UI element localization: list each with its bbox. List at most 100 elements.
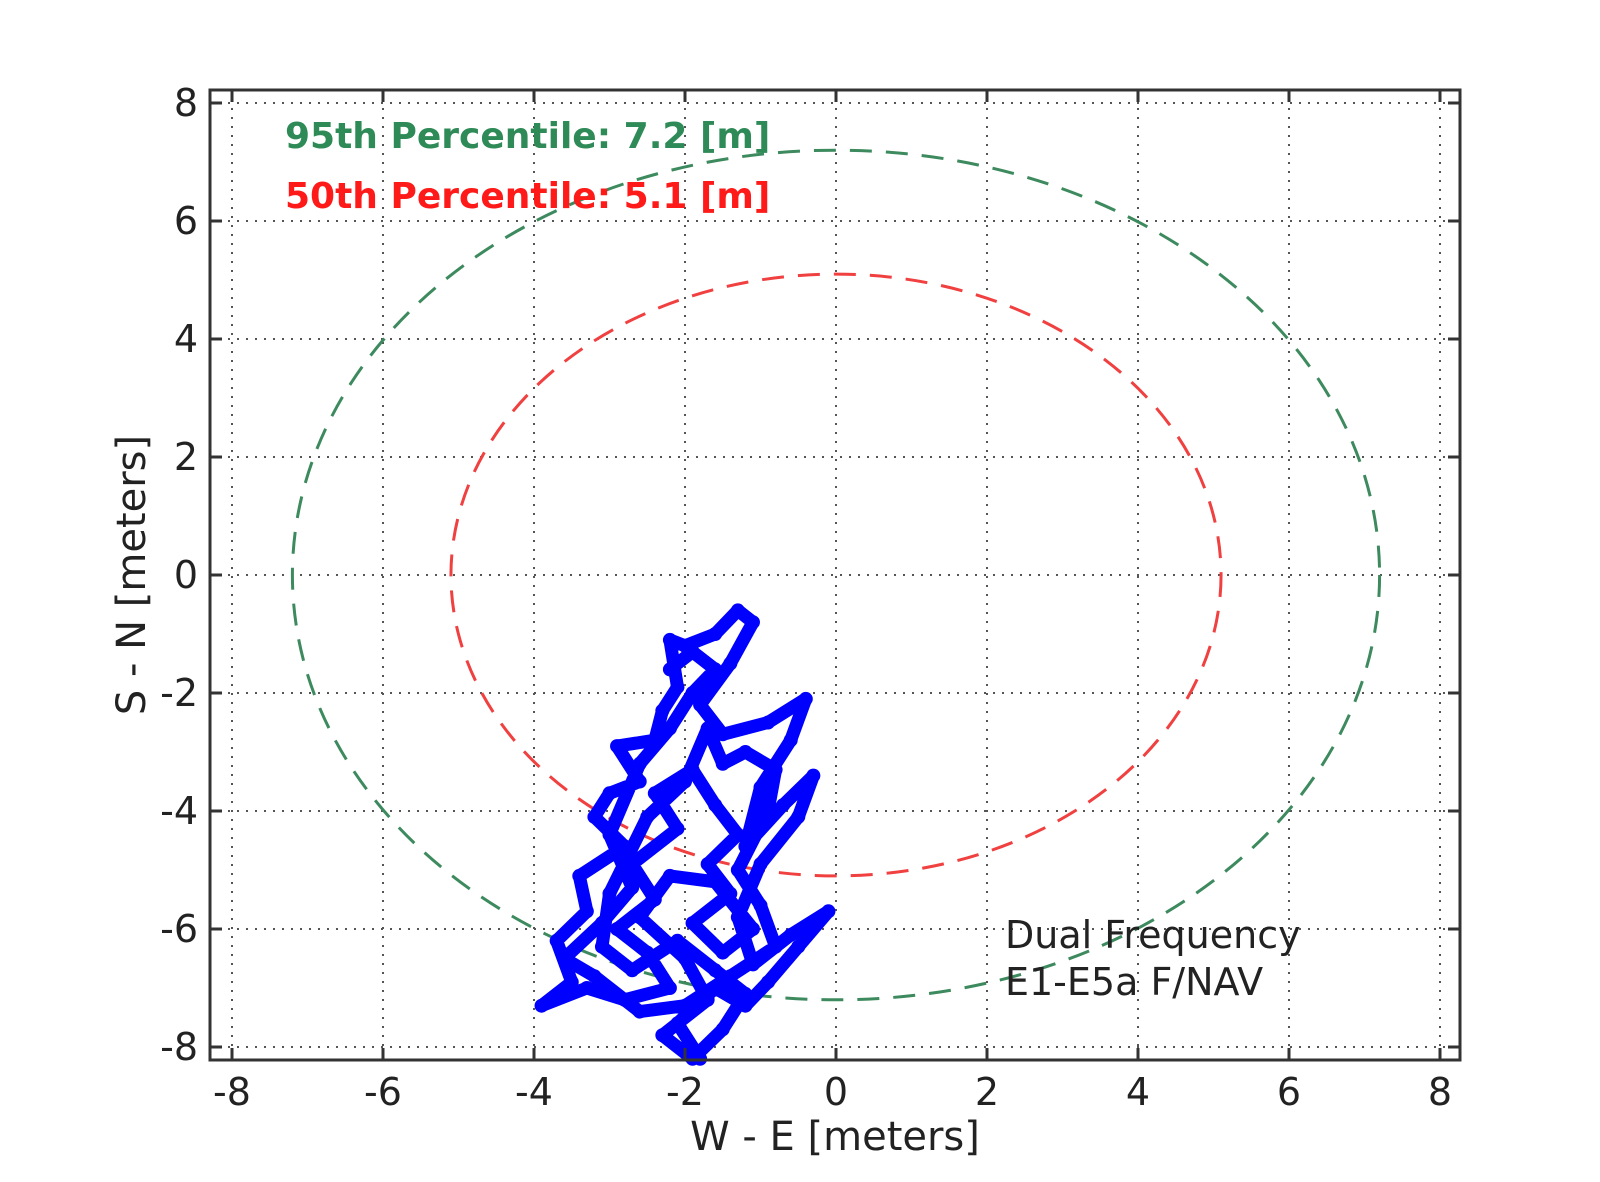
y-tick-label: 6 [174, 199, 198, 243]
trace-point [745, 615, 760, 630]
trace-point [791, 809, 806, 824]
trace-point [572, 868, 587, 883]
trace-point [670, 933, 685, 948]
trace-point [662, 981, 677, 995]
trace-point [647, 892, 662, 907]
x-tick-label: 6 [1277, 1070, 1301, 1114]
legend-line-1: Dual Frequency [1005, 913, 1301, 957]
trace-point [647, 733, 662, 748]
trace-point [761, 715, 776, 730]
trace-point [579, 981, 594, 995]
trace-point [557, 951, 572, 966]
trace-point [738, 745, 753, 759]
trace-point [723, 969, 738, 984]
trace-point [730, 827, 745, 842]
y-tick-label: -6 [160, 907, 198, 951]
x-axis-label: W - E [meters] [690, 1114, 980, 1160]
axis-ticks [210, 90, 1460, 1060]
x-tick-label: 2 [975, 1070, 999, 1114]
trace-point [647, 786, 662, 801]
trace-point [738, 986, 753, 1001]
trace-point [610, 922, 625, 936]
trace-point [753, 898, 768, 913]
trace-point [625, 880, 640, 895]
trace-point [761, 804, 776, 818]
trace-point [678, 998, 692, 1013]
annotation-95th: 95th Percentile: 7.2 [m] [285, 116, 770, 157]
trace-point [753, 780, 768, 795]
grid-lines [210, 90, 1460, 1060]
y-tick-label: 8 [174, 81, 198, 125]
trace-point [534, 998, 549, 1013]
trace-point [738, 998, 753, 1013]
trace-point [662, 632, 677, 647]
trace-point [783, 927, 798, 942]
trace-point [670, 680, 685, 695]
y-tick-labels: -8 -6 -4 -2 0 2 4 6 8 [160, 81, 198, 1069]
trace-point [708, 627, 723, 641]
trace-point [579, 904, 594, 919]
trace-point [670, 821, 685, 836]
trace-point [678, 951, 692, 966]
trace-point [723, 886, 738, 901]
trace-point [693, 697, 708, 712]
trace-point [602, 827, 617, 842]
x-tick-label: 4 [1126, 1070, 1150, 1114]
trace-point [655, 1028, 670, 1043]
trace-point [768, 762, 783, 777]
trace-point [730, 863, 745, 877]
50th-percentile-circle [449, 272, 1223, 878]
trace-point [700, 992, 715, 1007]
95th-percentile-circle [290, 148, 1382, 1002]
trace-point [632, 1004, 647, 1019]
x-tick-labels: -8 -6 -4 -2 0 2 4 6 8 [213, 1070, 1452, 1114]
trace-point [617, 839, 632, 854]
trace-point [783, 733, 798, 748]
trace-point [602, 786, 617, 801]
trace-point [632, 910, 647, 925]
trace-point [753, 857, 768, 872]
trace-point [776, 798, 791, 813]
trace-point [662, 868, 677, 883]
trace-point [564, 975, 579, 990]
trace-point [708, 981, 723, 995]
trace-point [602, 886, 617, 901]
x-tick-label: -6 [364, 1070, 402, 1114]
trace-point [806, 768, 821, 783]
trace-point [685, 644, 700, 659]
trace-point [715, 727, 730, 742]
trace-point [625, 963, 640, 978]
trace-point [655, 703, 670, 718]
trace-point [730, 603, 745, 618]
trace-point [821, 904, 836, 919]
trace-point [715, 756, 730, 771]
x-tick-label: 0 [824, 1070, 848, 1114]
trace-point [662, 662, 677, 677]
y-tick-label: 4 [174, 317, 198, 361]
trace-point [640, 945, 655, 960]
trace-point [761, 975, 776, 990]
trace-point [640, 809, 655, 824]
trace-point [798, 691, 813, 706]
trace-point [610, 739, 625, 754]
y-tick-label: -2 [160, 671, 198, 715]
trace-point [708, 963, 723, 978]
y-axis-label: S - N [meters] [109, 435, 155, 715]
trace-point [625, 857, 640, 872]
percentile-circles [290, 148, 1382, 1002]
trace-point [791, 939, 806, 954]
trace-point [723, 656, 738, 671]
x-tick-label: -8 [213, 1070, 251, 1114]
trace-point [745, 922, 760, 936]
trace-point [745, 957, 760, 972]
trace-point [768, 939, 783, 954]
trace-point [587, 969, 602, 984]
trace-point [685, 916, 700, 931]
trace-point [594, 916, 609, 931]
trace-point [738, 839, 753, 854]
trace-point [670, 1016, 685, 1031]
trace-point [632, 774, 647, 789]
y-tick-label: -8 [160, 1025, 198, 1069]
trace-point [685, 686, 700, 700]
